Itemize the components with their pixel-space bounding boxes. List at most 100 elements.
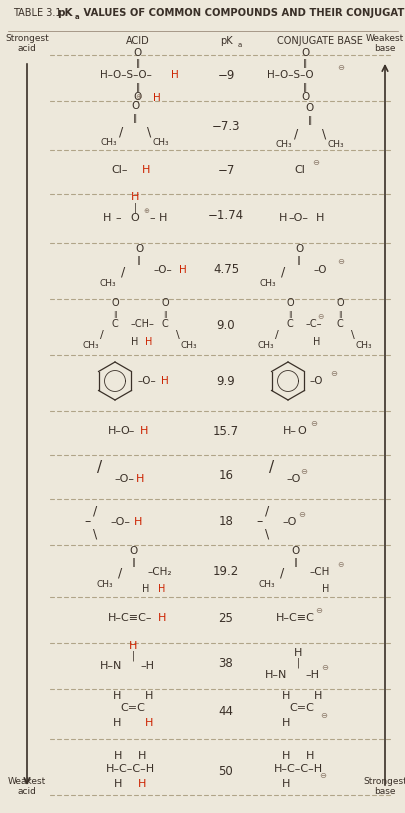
Text: 44: 44 (218, 705, 233, 718)
Text: ‖: ‖ (132, 114, 137, 123)
Text: O: O (130, 213, 139, 223)
Text: Cl: Cl (294, 165, 305, 175)
Text: H: H (137, 751, 146, 761)
Text: H: H (113, 751, 122, 761)
Text: H: H (128, 641, 137, 651)
Text: /: / (269, 459, 274, 475)
Text: /: / (97, 459, 102, 475)
Text: 25: 25 (218, 611, 233, 624)
Text: –O: –O (312, 265, 326, 275)
Text: –: – (115, 213, 121, 223)
Text: ACID: ACID (126, 36, 149, 46)
Text: /: / (117, 567, 122, 580)
Text: pK: pK (57, 8, 72, 18)
Text: H: H (281, 779, 290, 789)
Text: CH₃: CH₃ (96, 580, 113, 589)
Text: H: H (145, 718, 153, 728)
Text: |: | (296, 658, 299, 668)
Text: H–O–S–O: H–O–S–O (266, 70, 313, 80)
Text: H: H (130, 192, 139, 202)
Text: ⊖: ⊖ (336, 559, 342, 568)
Text: \: \ (93, 528, 97, 541)
Text: CH₃: CH₃ (152, 137, 169, 146)
Text: H: H (281, 691, 290, 701)
Text: H: H (305, 751, 313, 761)
Text: H: H (322, 584, 329, 594)
Text: ⊕: ⊕ (143, 208, 149, 214)
Text: Cl–: Cl– (111, 165, 128, 175)
Text: ‖: ‖ (113, 311, 117, 318)
Text: −1.74: −1.74 (207, 208, 243, 221)
Text: –O–: –O– (287, 213, 307, 223)
Text: H–C≡C: H–C≡C (275, 613, 313, 623)
Text: H: H (315, 213, 323, 223)
Text: CH₃: CH₃ (257, 341, 274, 350)
Text: H: H (313, 691, 322, 701)
Text: –H: –H (140, 661, 153, 671)
Text: –: – (256, 515, 262, 528)
Text: ⊕: ⊕ (134, 92, 141, 101)
Text: H: H (113, 718, 121, 728)
Text: ‖: ‖ (307, 115, 311, 124)
Text: CH₃: CH₃ (100, 137, 117, 146)
Text: ‖: ‖ (163, 311, 166, 318)
Text: 18: 18 (218, 515, 233, 528)
Text: ⊖: ⊖ (298, 510, 305, 519)
Text: H: H (278, 213, 286, 223)
Text: H–C–C–H: H–C–C–H (273, 764, 322, 774)
Text: /: / (121, 266, 125, 279)
Text: \: \ (147, 125, 151, 138)
Text: O: O (130, 546, 138, 556)
Text: Weakest
base: Weakest base (365, 33, 403, 53)
Text: \: \ (350, 330, 354, 340)
Text: H–C–C–H: H–C–C–H (105, 764, 154, 774)
Text: /: / (275, 330, 278, 340)
Text: H: H (313, 337, 320, 347)
Text: O: O (297, 426, 306, 436)
Text: H–: H– (108, 426, 122, 436)
Text: 4.75: 4.75 (212, 263, 239, 276)
Text: CONJUGATE BASE: CONJUGATE BASE (276, 36, 362, 46)
Text: ⊖: ⊖ (337, 63, 344, 72)
Text: 9.0: 9.0 (216, 319, 235, 332)
Text: |: | (133, 202, 136, 213)
Text: ⊖: ⊖ (321, 663, 328, 672)
Text: Weakest
acid: Weakest acid (8, 776, 46, 796)
Text: C=C: C=C (289, 703, 313, 713)
Text: /: / (93, 505, 97, 518)
Text: /: / (279, 567, 283, 580)
Text: ⊖: ⊖ (310, 419, 317, 428)
Text: H: H (137, 779, 146, 789)
Text: H: H (158, 584, 165, 594)
Text: TABLE 3.1: TABLE 3.1 (13, 8, 61, 18)
Text: H: H (139, 426, 148, 436)
Text: H–N: H–N (100, 661, 122, 671)
Text: O: O (134, 244, 143, 254)
Text: CH₃: CH₃ (180, 341, 197, 350)
Text: ⊖: ⊖ (337, 258, 344, 267)
Text: a: a (237, 42, 242, 48)
Text: −7.3: −7.3 (211, 120, 240, 133)
Text: –O–: –O– (110, 517, 130, 527)
Text: ‖: ‖ (132, 558, 136, 567)
Text: O: O (130, 101, 139, 111)
Text: \: \ (264, 528, 269, 541)
Text: ‖: ‖ (137, 255, 141, 264)
Text: CH₃: CH₃ (83, 341, 99, 350)
Text: CH₃: CH₃ (258, 580, 275, 589)
Text: O–: O– (121, 426, 135, 436)
Text: /: / (264, 505, 269, 518)
Text: –O: –O (281, 517, 296, 527)
Text: H: H (113, 691, 121, 701)
Text: O: O (294, 244, 303, 254)
Text: O: O (291, 546, 299, 556)
Text: ⊖: ⊖ (319, 771, 326, 780)
Text: H: H (131, 337, 139, 347)
Text: O: O (134, 92, 142, 102)
Text: –CH–: –CH– (131, 319, 154, 329)
Text: –H: –H (304, 670, 318, 680)
Text: H: H (281, 718, 290, 728)
Text: –O–: –O– (153, 265, 171, 275)
Text: H–O–S–O–: H–O–S–O– (100, 70, 151, 80)
Text: /: / (280, 266, 284, 279)
